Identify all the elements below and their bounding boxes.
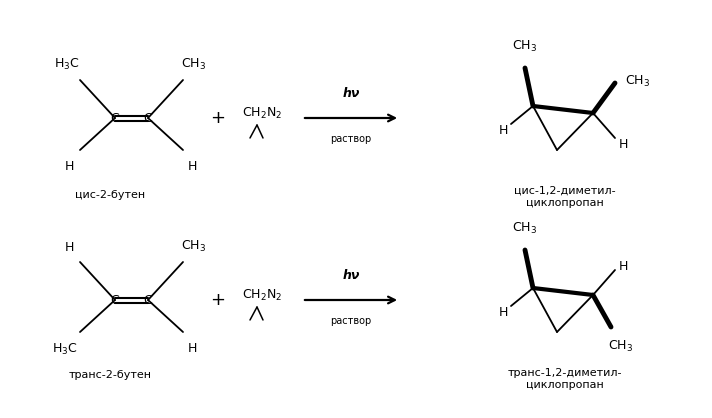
Text: H: H [187, 160, 197, 173]
Text: H: H [498, 125, 508, 138]
Text: H: H [498, 306, 508, 319]
Text: CH$_3$: CH$_3$ [182, 239, 206, 254]
Text: CH$_3$: CH$_3$ [513, 39, 538, 54]
Text: C: C [144, 293, 152, 306]
Text: H: H [64, 241, 73, 254]
Text: CH$_2$N$_2$: CH$_2$N$_2$ [242, 288, 282, 303]
Text: hν: hν [342, 269, 360, 282]
Text: H: H [618, 138, 628, 151]
Text: +: + [211, 291, 226, 309]
Text: C: C [110, 293, 120, 306]
Text: раствор: раствор [330, 134, 372, 144]
Text: hν: hν [342, 87, 360, 100]
Text: CH$_3$: CH$_3$ [513, 221, 538, 236]
Text: транс-2-бутен: транс-2-бутен [68, 370, 152, 380]
Text: H$_3$C: H$_3$C [54, 57, 80, 72]
Text: раствор: раствор [330, 316, 372, 326]
Text: транс-1,2-диметил-
циклопропан: транс-1,2-диметил- циклопропан [508, 368, 622, 390]
Text: C: C [110, 112, 120, 125]
Text: CH$_3$: CH$_3$ [182, 57, 206, 72]
Text: H: H [64, 160, 73, 173]
Text: C: C [144, 112, 152, 125]
Text: цис-1,2-диметил-
циклопропан: цис-1,2-диметил- циклопропан [514, 186, 616, 208]
Text: CH$_3$: CH$_3$ [609, 339, 634, 354]
Text: CH$_3$: CH$_3$ [625, 74, 650, 89]
Text: H$_3$C: H$_3$C [52, 342, 78, 357]
Text: H: H [618, 260, 628, 273]
Text: +: + [211, 109, 226, 127]
Text: цис-2-бутен: цис-2-бутен [75, 190, 145, 200]
Text: CH$_2$N$_2$: CH$_2$N$_2$ [242, 105, 282, 120]
Text: H: H [187, 342, 197, 355]
